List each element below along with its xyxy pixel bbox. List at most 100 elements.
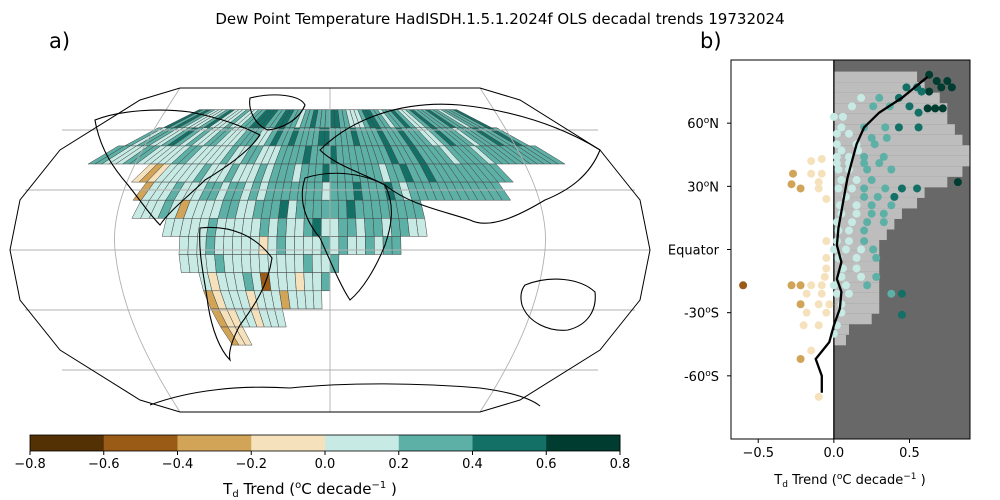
grid-cell: [223, 236, 234, 255]
coast-south-america: [199, 226, 273, 362]
gridbox-point: [857, 93, 866, 102]
grid-cell: [267, 236, 278, 255]
gridbox-point: [832, 129, 841, 138]
grid-cell: [285, 254, 296, 273]
gridbox-point: [867, 201, 876, 210]
x-tick-label: 0.5: [899, 446, 920, 461]
grid-cell: [232, 254, 243, 273]
gridbox-point: [787, 180, 796, 189]
colorbar-segment: [103, 435, 178, 451]
grid-cell: [346, 218, 357, 237]
gridbox-point: [897, 184, 906, 193]
gridbox-point: [879, 152, 888, 161]
zonal-range-bar: [833, 166, 963, 177]
colorbar-segment: [546, 435, 621, 451]
gridbox-point: [817, 169, 826, 178]
grid-cell: [303, 254, 313, 273]
zonal-range-bar: [833, 92, 940, 104]
gridbox-point: [796, 184, 805, 193]
grid-cell: [338, 218, 348, 237]
coast-australia: [520, 278, 596, 331]
gridbox-point: [807, 169, 816, 178]
grid-cell: [321, 272, 331, 292]
gridbox-point: [814, 300, 823, 309]
zonal-range-bar: [833, 71, 918, 83]
gridbox-point: [938, 104, 947, 113]
gridbox-point: [869, 102, 878, 111]
gridbox-trend-points: [739, 70, 962, 401]
colorbar-tick-label: 0.6: [536, 457, 557, 472]
gridbox-point: [802, 289, 811, 298]
gridbox-point: [860, 159, 869, 168]
gridbox-point: [837, 146, 846, 155]
grid-cell: [303, 272, 314, 292]
gridbox-point: [844, 289, 853, 298]
gridbox-point: [832, 140, 841, 149]
gridbox-point: [857, 272, 866, 281]
gridbox-point: [875, 159, 884, 168]
gridbox-point: [860, 226, 869, 235]
gridbox-point: [879, 218, 888, 227]
gridbox-point: [869, 245, 878, 254]
colorbar-tick-label: −0.4: [162, 457, 194, 472]
gridbox-point: [822, 253, 831, 262]
gridbox-point: [837, 272, 846, 281]
zonal-range-bar: [833, 124, 955, 135]
gridbox-point: [848, 102, 857, 111]
zonal-range-bar: [833, 282, 880, 293]
gridbox-point: [943, 77, 952, 86]
gridbox-point: [887, 289, 896, 298]
gridbox-point: [832, 159, 841, 168]
gridbox-point: [832, 289, 841, 298]
gridbox-point: [848, 218, 857, 227]
gridbox-point: [814, 321, 823, 330]
gridbox-point: [860, 237, 869, 246]
grid-cell: [337, 199, 348, 219]
gridbox-point: [887, 201, 896, 210]
grid-cell: [329, 236, 340, 255]
coast-africa: [301, 172, 392, 301]
trend-map: [9, 87, 651, 413]
grid-cell: [338, 236, 349, 255]
colorbar-segment: [472, 435, 547, 451]
gridbox-point: [925, 87, 934, 96]
grid-cell: [372, 218, 384, 237]
grid-cell: [258, 254, 270, 273]
grid-cell: [249, 254, 261, 273]
gridbox-point: [796, 300, 805, 309]
gridbox-point: [914, 123, 923, 132]
grid-cell: [240, 254, 252, 273]
grid-cell: [364, 218, 375, 237]
zonal-range-bar: [833, 292, 880, 304]
grid-cell: [346, 199, 357, 219]
gridbox-point: [838, 112, 847, 121]
gridbox-point: [947, 83, 956, 92]
zonal-range-bar: [833, 240, 880, 251]
gridbox-point: [852, 253, 861, 262]
x-tick-label: 0.0: [824, 446, 845, 461]
gridbox-point: [897, 289, 906, 298]
grid-cell: [311, 254, 322, 273]
gridbox-point: [873, 192, 882, 201]
gridbox-point: [814, 178, 823, 187]
gridbox-point: [817, 289, 826, 298]
gridbox-point: [822, 194, 831, 203]
gridbox-point: [863, 218, 872, 227]
grid-cell: [276, 254, 287, 273]
gridbox-point: [814, 392, 823, 401]
colorbar-segment: [251, 435, 326, 451]
grid-cell: [232, 236, 242, 255]
gridbox-point: [837, 176, 846, 185]
coast-eurasia: [319, 103, 601, 224]
grid-cell: [329, 218, 340, 237]
map-frame: [9, 87, 651, 413]
gridbox-point: [913, 184, 922, 193]
colorbar-segment: [30, 435, 105, 451]
grid-cell: [303, 199, 314, 219]
grid-cell: [337, 181, 347, 201]
gridbox-point: [872, 253, 881, 262]
gridbox-point: [789, 169, 798, 178]
gridbox-point: [894, 123, 903, 132]
coast-antarctica: [149, 383, 541, 407]
